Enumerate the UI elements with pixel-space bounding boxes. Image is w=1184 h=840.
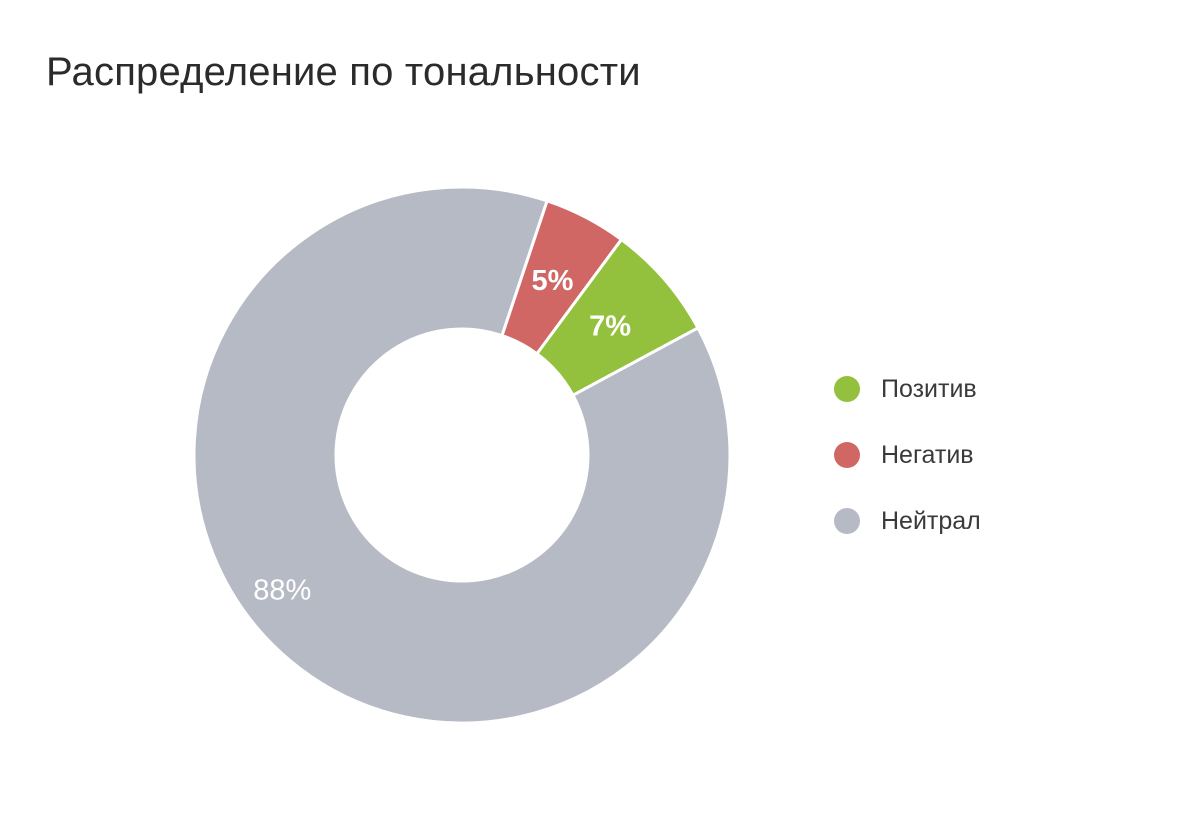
slice-label-neutral: 88%	[253, 574, 311, 606]
legend-label-negative: Негатив	[881, 440, 974, 469]
legend-label-neutral: Нейтрал	[881, 506, 981, 535]
legend-item-neutral[interactable]: Нейтрал	[834, 504, 981, 538]
slice-neutral[interactable]	[192, 185, 732, 725]
legend-item-positive[interactable]: Позитив	[834, 372, 981, 406]
legend-item-negative[interactable]: Негатив	[834, 438, 981, 472]
legend-dot-neutral	[834, 508, 860, 534]
slice-label-positive: 7%	[589, 311, 631, 343]
slice-label-negative: 5%	[532, 265, 574, 297]
legend-label-positive: Позитив	[881, 374, 977, 403]
chart-legend: Позитив Негатив Нейтрал	[834, 372, 981, 570]
legend-dot-positive	[834, 376, 860, 402]
chart-title: Распределение по тональности	[46, 50, 641, 94]
legend-dot-negative	[834, 442, 860, 468]
